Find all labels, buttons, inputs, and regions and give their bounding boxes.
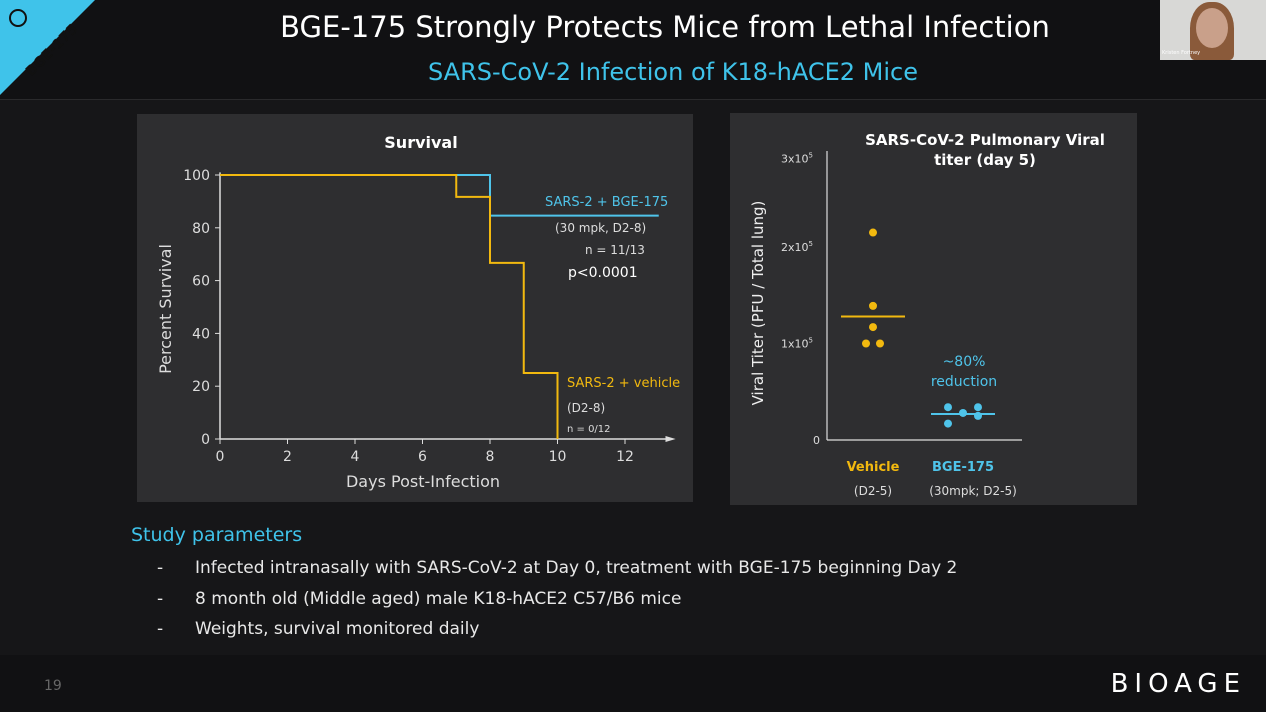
chart-title: SARS-CoV-2 Pulmonary Viral xyxy=(865,131,1105,149)
x-tick-label: 12 xyxy=(616,449,634,465)
x-tick-label: 4 xyxy=(351,449,360,465)
page-number: 19 xyxy=(44,678,62,694)
data-point xyxy=(974,403,982,412)
x-tick-label: 8 xyxy=(486,449,495,465)
data-point xyxy=(869,301,877,310)
reduction-annotation: reduction xyxy=(931,374,997,390)
study-bullet: - Weights, survival monitored daily xyxy=(157,619,480,639)
survival-chart: Survival 0 2 4 6 8 10 12 0 20 40 60 80 100 Days Post-I… xyxy=(156,133,680,491)
category-label: Vehicle xyxy=(847,460,900,475)
data-point xyxy=(944,419,952,428)
vehicle-n: n = 0/12 xyxy=(567,424,611,435)
data-point xyxy=(974,411,982,420)
study-bullet: - Infected intranasally with SARS-CoV-2 a… xyxy=(157,558,958,578)
reduction-annotation: ~80% xyxy=(943,354,986,370)
survival-chart-panel: Survival 0 2 4 6 8 10 12 0 20 40 60 80 100 Days Post-I… xyxy=(137,114,693,502)
y-axis-label: Viral Titer (PFU / Total lung) xyxy=(749,201,767,406)
viral-titer-chart-panel: SARS-CoV-2 Pulmonary Viral titer (day 5) 0… xyxy=(730,113,1137,505)
y-tick-label: 0 xyxy=(813,434,820,447)
study-parameters-heading: Study parameters xyxy=(131,524,303,546)
slide-title: BGE-175 Strongly Protects Mice from Leth… xyxy=(280,10,1050,44)
bge-175-badge: BGE-175 xyxy=(0,0,95,95)
y-tick-label: 60 xyxy=(192,274,210,290)
study-bullet: -8 month old (Middle aged) male K18-hACE… xyxy=(157,589,682,609)
data-point xyxy=(869,323,877,332)
category-sublabel: (30mpk; D2-5) xyxy=(929,484,1017,498)
legend-vehicle: SARS-2 + vehicle xyxy=(567,376,680,391)
data-point xyxy=(869,228,877,237)
chart-title: titer (day 5) xyxy=(934,151,1036,169)
y-tick-label: 0 xyxy=(201,432,210,448)
y-axis-label: Percent Survival xyxy=(156,244,175,374)
category-sublabel: (D2-5) xyxy=(854,484,892,498)
data-point xyxy=(876,339,884,348)
vehicle-survival-line xyxy=(220,174,559,439)
y-tick-label: 1x105 xyxy=(781,337,813,351)
y-tick-label: 20 xyxy=(192,379,210,395)
category-label: BGE-175 xyxy=(932,460,994,475)
viral-titer-chart: SARS-CoV-2 Pulmonary Viral titer (day 5) 0… xyxy=(749,131,1105,498)
y-tick-label: 80 xyxy=(192,221,210,237)
x-tick-label: 6 xyxy=(418,449,427,465)
footer: 19 BIOAGE xyxy=(0,655,1266,712)
webcam-thumbnail: Kristen Fortney xyxy=(1160,0,1266,60)
x-tick-label: 0 xyxy=(216,449,225,465)
y-tick-label: 100 xyxy=(183,168,210,184)
data-point xyxy=(862,339,870,348)
x-tick-label: 10 xyxy=(549,449,567,465)
bioage-logo: BIOAGE xyxy=(1110,669,1246,699)
p-value: p<0.0001 xyxy=(568,265,638,281)
bge-detail: (30 mpk, D2-8) xyxy=(555,221,646,235)
header: BGE-175 BGE-175 Strongly Protects Mice f… xyxy=(0,0,1266,100)
y-tick-label: 40 xyxy=(192,326,210,342)
y-tick-label: 2x105 xyxy=(781,240,813,254)
x-axis-label: Days Post-Infection xyxy=(346,472,500,491)
chart-title: Survival xyxy=(384,133,457,152)
legend-bge: SARS-2 + BGE-175 xyxy=(545,195,668,210)
vehicle-detail: (D2-8) xyxy=(567,401,605,415)
x-axis-arrow xyxy=(665,436,676,442)
slide-subtitle: SARS-CoV-2 Infection of K18-hACE2 Mice xyxy=(427,58,919,86)
x-tick-label: 2 xyxy=(283,449,292,465)
bge-n: n = 11/13 xyxy=(585,243,645,257)
y-tick-label: 3x105 xyxy=(781,152,813,166)
data-point xyxy=(959,408,967,417)
data-point xyxy=(944,403,952,412)
